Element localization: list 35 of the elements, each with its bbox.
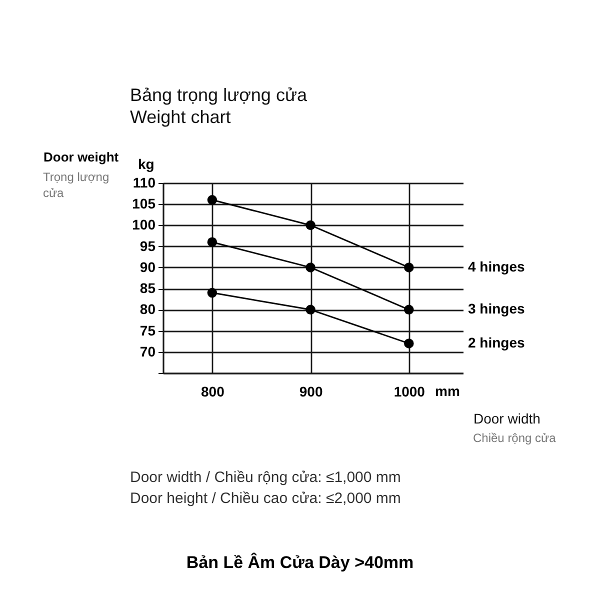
y-tick-label: 95 bbox=[140, 238, 156, 254]
text: Door width / Chiều rộng cửa: ≤1,000 mm bbox=[130, 469, 401, 486]
text: Bản Lề Âm Cửa Dày >40mm bbox=[186, 552, 414, 572]
x-tick-label: 900 bbox=[299, 384, 323, 400]
y-tick-label: 100 bbox=[132, 216, 156, 233]
text: Door height / Chiều cao cửa: ≤2,000 mm bbox=[130, 490, 401, 507]
point bbox=[207, 195, 218, 205]
text: 2 hinges bbox=[468, 334, 526, 350]
y-tick-label: 75 bbox=[140, 322, 156, 338]
y-tick-label: 80 bbox=[140, 301, 156, 318]
chart-subtitle: Weight chart bbox=[130, 107, 231, 127]
text: Trọng lượng cửa bbox=[43, 170, 110, 200]
point bbox=[207, 288, 218, 298]
y-tick-label: 85 bbox=[140, 280, 156, 296]
y-tick-label: 90 bbox=[140, 258, 156, 275]
text: 3 hinges bbox=[468, 300, 526, 317]
text: kg bbox=[138, 156, 154, 172]
x-axis-title: Door width bbox=[474, 410, 540, 426]
point bbox=[306, 262, 316, 272]
point bbox=[306, 220, 316, 230]
x-tick-label: 800 bbox=[201, 384, 225, 400]
point bbox=[404, 304, 414, 315]
point bbox=[404, 262, 414, 272]
text: 4 hinges bbox=[468, 258, 526, 274]
y-tick-label: 105 bbox=[132, 196, 156, 212]
text: Chiều rộng cửa bbox=[473, 431, 556, 445]
text: mm bbox=[435, 383, 460, 399]
point bbox=[306, 304, 316, 315]
point bbox=[404, 338, 414, 348]
x-tick-label: 1000 bbox=[394, 384, 426, 400]
y-tick-label: 70 bbox=[140, 343, 156, 360]
y-axis-title: Door weight bbox=[44, 150, 120, 164]
point bbox=[207, 237, 218, 247]
y-tick-label: 110 bbox=[132, 174, 156, 190]
chart-title: Bảng trọng lượng cửa bbox=[130, 85, 308, 105]
